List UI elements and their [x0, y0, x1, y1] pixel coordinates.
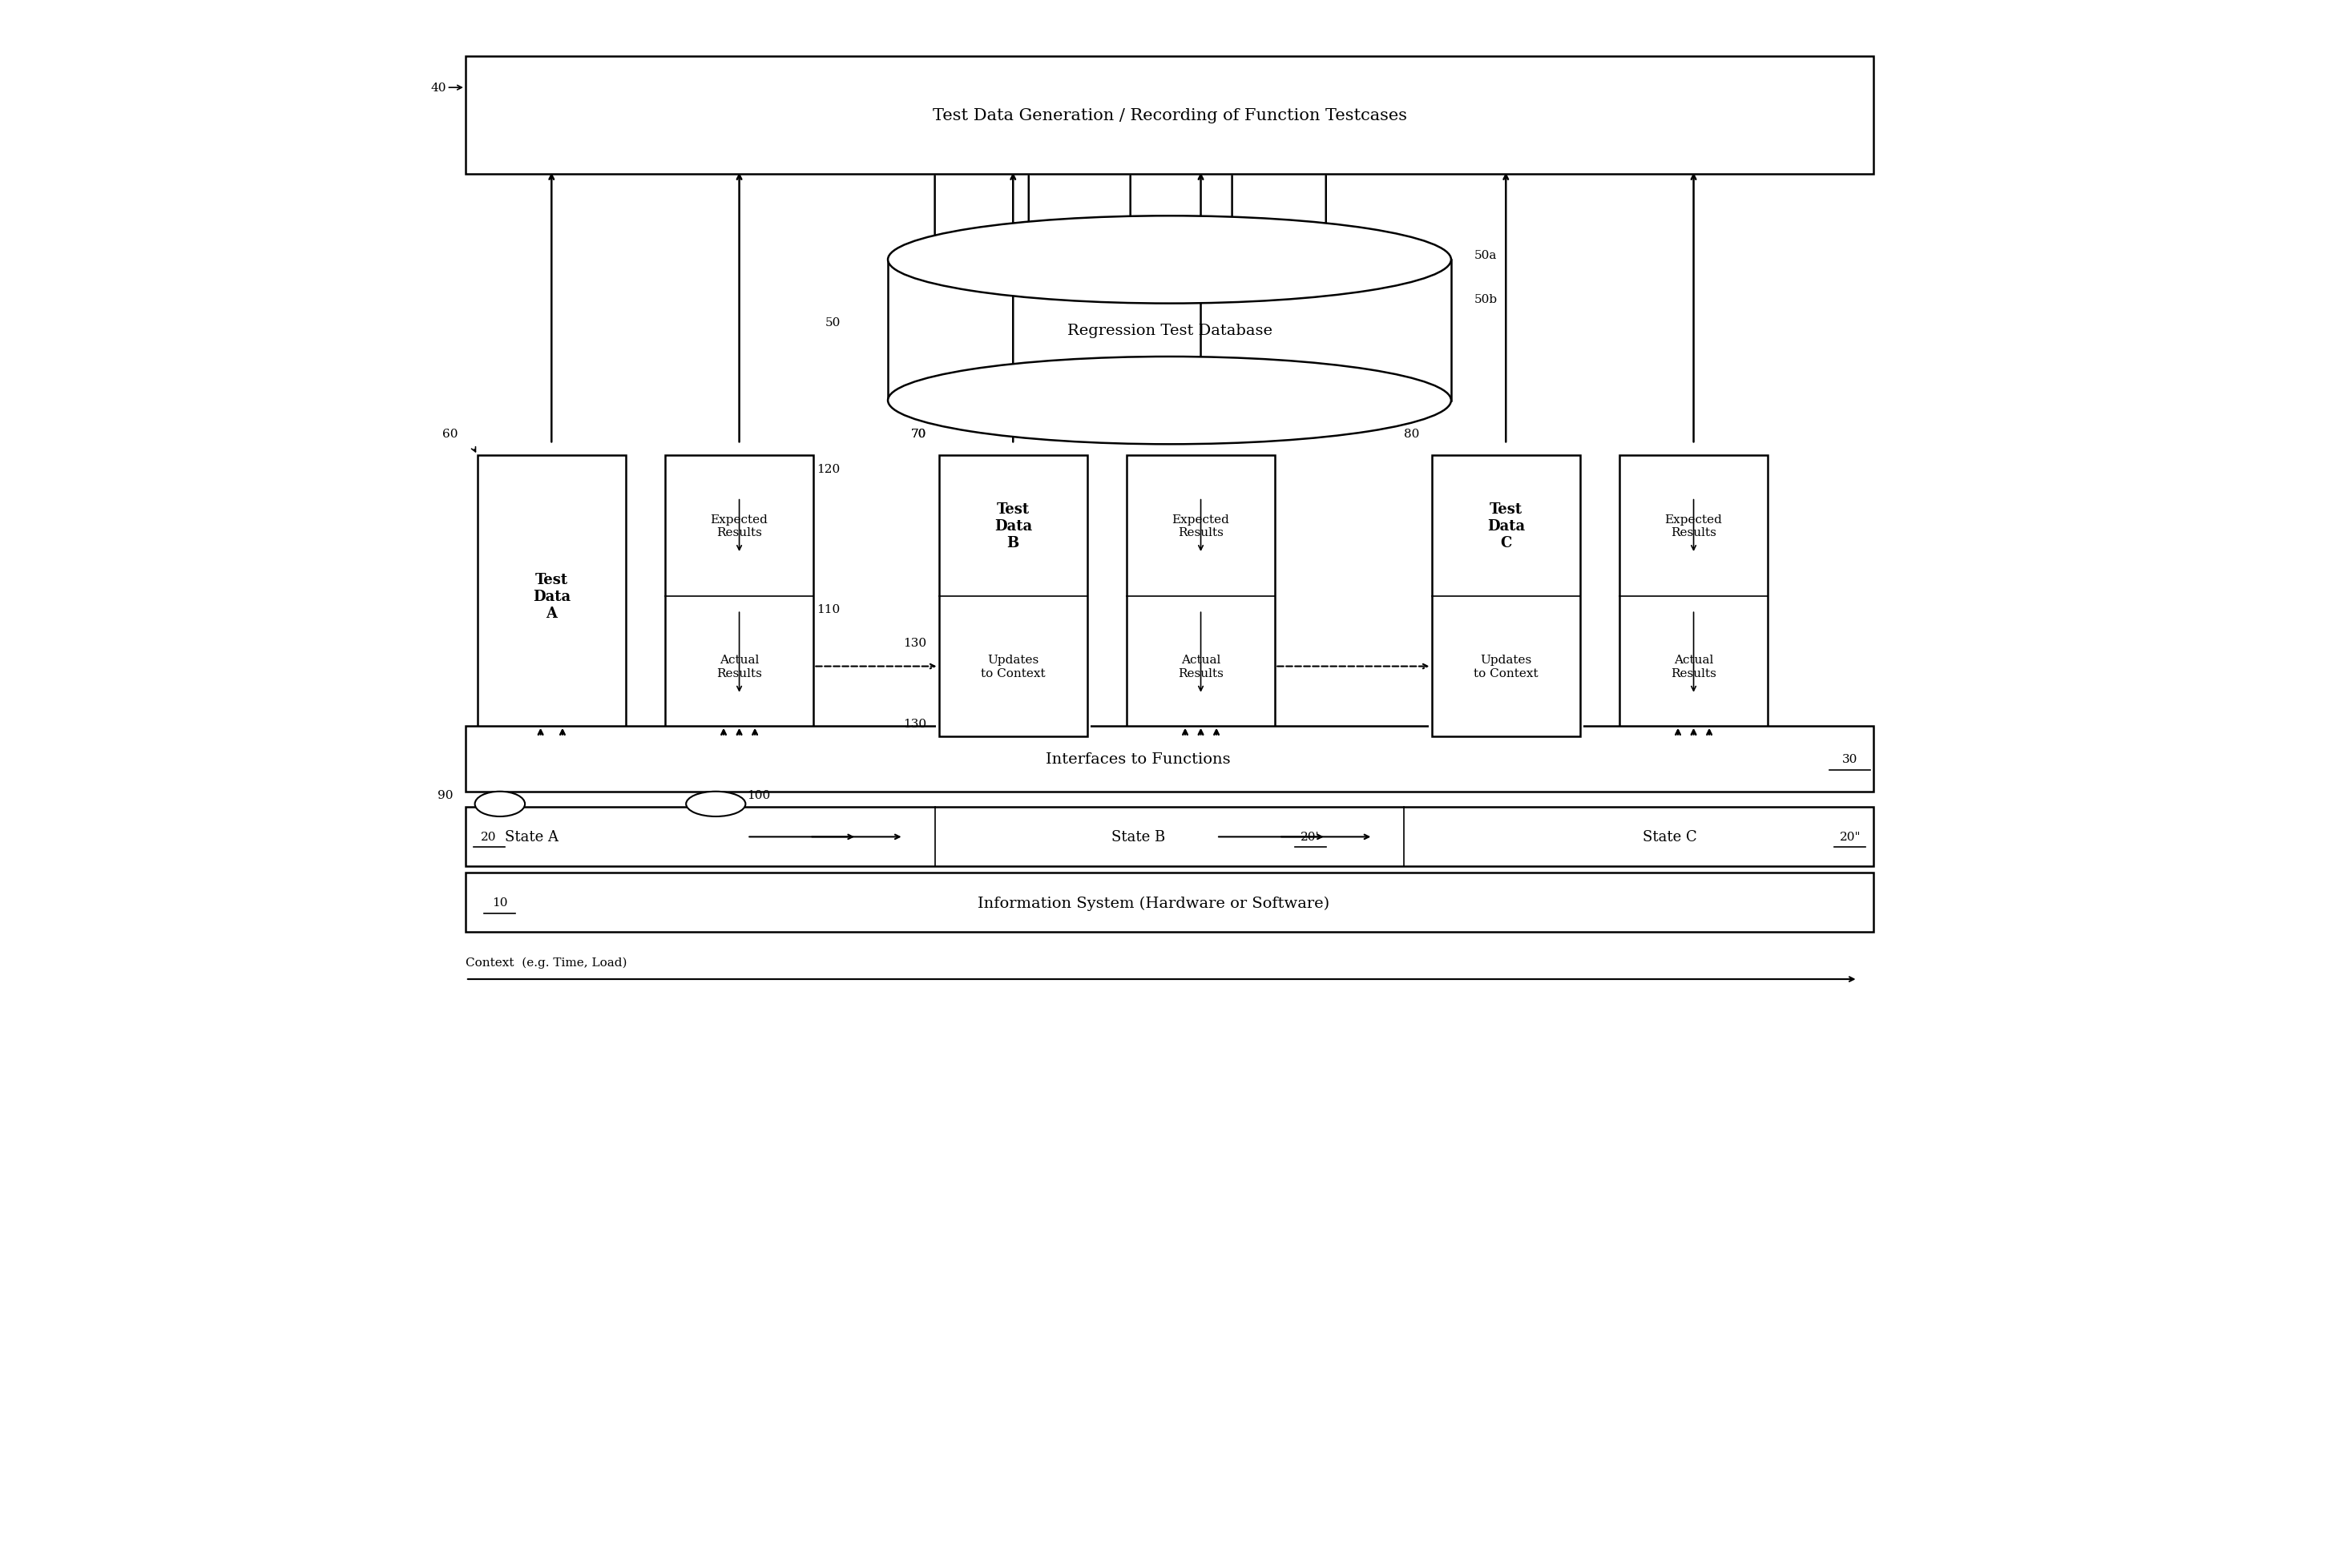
Text: 20': 20' [1300, 831, 1319, 842]
Text: 80: 80 [1403, 428, 1420, 441]
Text: State C: State C [1642, 829, 1698, 845]
Ellipse shape [475, 792, 524, 817]
Text: Expected
Results: Expected Results [711, 514, 767, 538]
Text: Information System (Hardware or Software): Information System (Hardware or Software… [978, 895, 1331, 909]
Text: 30: 30 [1843, 753, 1857, 765]
Text: 70: 70 [910, 428, 926, 441]
Ellipse shape [889, 216, 1450, 304]
Text: Actual
Results: Actual Results [1670, 655, 1717, 679]
Text: Interfaces to Functions: Interfaces to Functions [1046, 751, 1230, 767]
Text: 40: 40 [430, 83, 447, 94]
FancyBboxPatch shape [1431, 456, 1581, 737]
Text: Context  (e.g. Time, Load): Context (e.g. Time, Load) [465, 956, 627, 969]
Text: Updates
to Context: Updates to Context [980, 655, 1046, 681]
Text: 110: 110 [816, 604, 840, 615]
Text: Expected
Results: Expected Results [1172, 514, 1230, 538]
Text: 50: 50 [826, 317, 842, 328]
FancyBboxPatch shape [891, 260, 1448, 401]
Text: 50b: 50b [1474, 293, 1497, 304]
Ellipse shape [685, 792, 746, 817]
FancyBboxPatch shape [938, 599, 1088, 737]
Text: Updates
to Context: Updates to Context [980, 655, 1046, 679]
FancyBboxPatch shape [465, 56, 1874, 174]
Text: State B: State B [1111, 829, 1165, 845]
Text: State A: State A [505, 829, 559, 845]
Text: Regression Test Database: Regression Test Database [1067, 323, 1272, 337]
FancyBboxPatch shape [938, 456, 1088, 737]
Text: 20": 20" [1838, 831, 1860, 842]
FancyBboxPatch shape [465, 726, 1874, 792]
FancyBboxPatch shape [465, 808, 1874, 867]
FancyBboxPatch shape [477, 456, 627, 737]
FancyBboxPatch shape [465, 873, 1874, 933]
Text: Updates
to Context: Updates to Context [1474, 655, 1539, 679]
Text: Test
Data
B: Test Data B [994, 502, 1031, 550]
FancyBboxPatch shape [1429, 453, 1584, 740]
Text: Actual
Results: Actual Results [716, 655, 763, 679]
FancyBboxPatch shape [938, 456, 1088, 737]
Text: 130: 130 [903, 718, 926, 729]
Text: 50a: 50a [1474, 249, 1497, 262]
Ellipse shape [889, 358, 1450, 445]
Text: 70: 70 [910, 428, 926, 441]
FancyBboxPatch shape [936, 453, 1090, 740]
Text: Actual
Results: Actual Results [1179, 655, 1223, 679]
Text: 130: 130 [903, 638, 926, 649]
Text: 100: 100 [746, 789, 770, 801]
FancyBboxPatch shape [1127, 456, 1275, 737]
Text: 10: 10 [491, 897, 508, 908]
Text: 90: 90 [437, 789, 454, 801]
Text: 120: 120 [816, 464, 840, 475]
Text: Test
Data
A: Test Data A [533, 572, 571, 621]
Text: Test Data Generation / Recording of Function Testcases: Test Data Generation / Recording of Func… [933, 108, 1406, 124]
FancyBboxPatch shape [1619, 456, 1768, 737]
FancyBboxPatch shape [664, 456, 814, 737]
Text: 20: 20 [482, 831, 496, 842]
Text: Expected
Results: Expected Results [1665, 514, 1722, 538]
Text: Test
Data
C: Test Data C [1488, 502, 1525, 550]
Text: 60: 60 [442, 428, 458, 441]
FancyBboxPatch shape [889, 260, 1450, 401]
Text: Test
Data
B: Test Data B [994, 572, 1031, 621]
